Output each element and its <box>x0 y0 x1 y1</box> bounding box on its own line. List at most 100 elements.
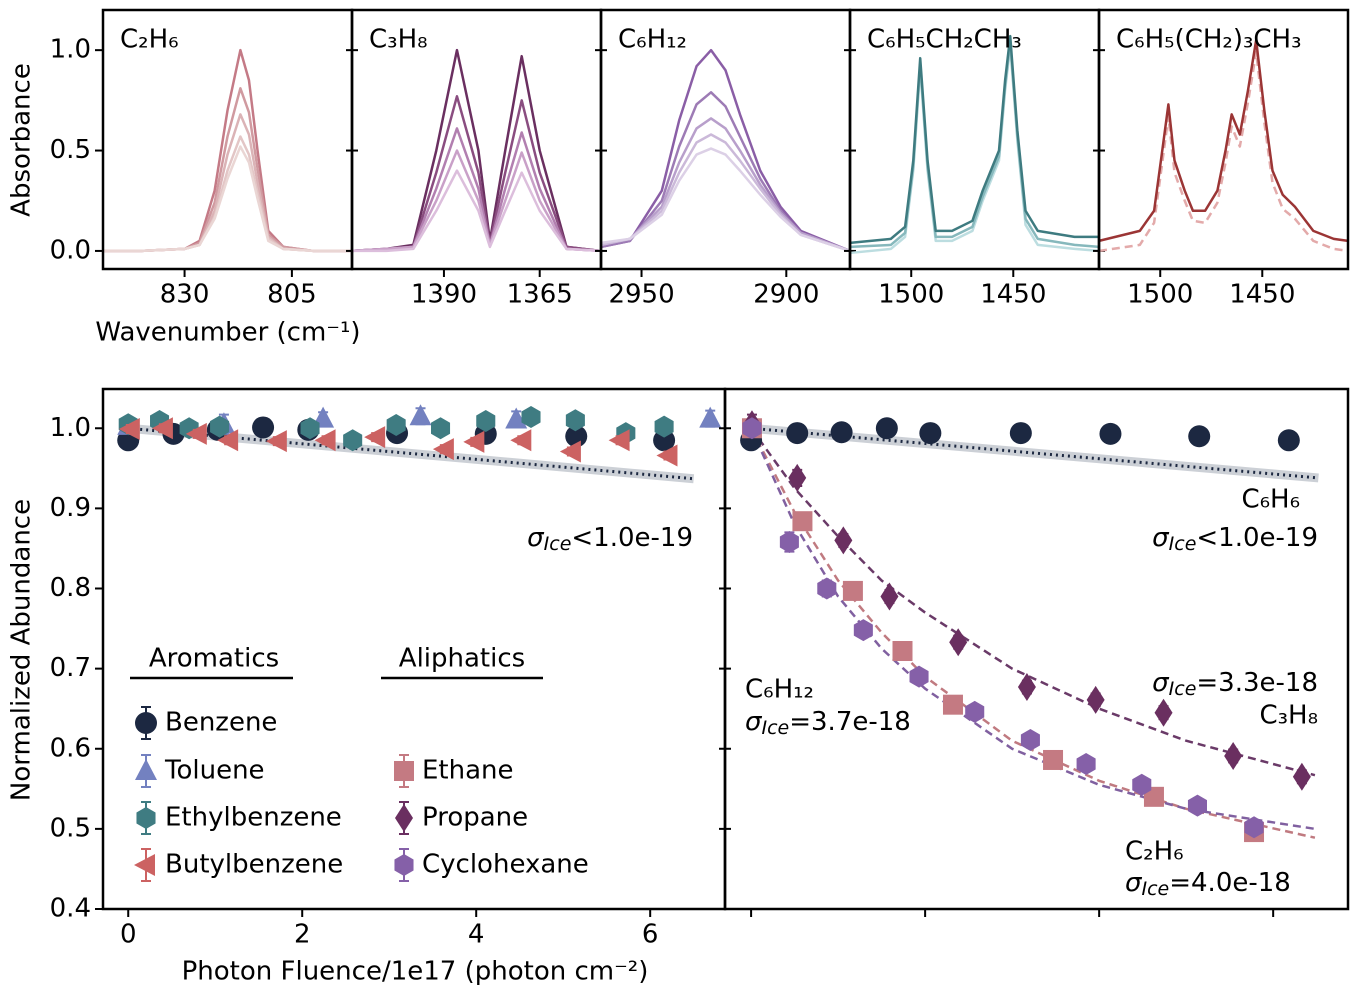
annotation-symbol: σ <box>1125 868 1143 898</box>
data-point <box>949 628 968 657</box>
panel-title: C₃H₈ <box>369 25 428 55</box>
annotation-text: =4.0e-18 <box>1169 868 1291 898</box>
y-axis-label: Absorbance <box>7 63 37 217</box>
data-point <box>510 429 532 452</box>
panel-title: C₆H₅CH₂CH₃ <box>867 25 1022 55</box>
data-point <box>565 425 588 448</box>
annotation-symbol: σ <box>527 523 545 553</box>
legend-label: Cyclohexane <box>422 850 589 880</box>
data-point <box>817 577 837 600</box>
annotation: C₃H₈ <box>1259 701 1318 731</box>
data-point <box>217 429 239 452</box>
x-tick-label: 4 <box>468 920 485 950</box>
data-point <box>1143 786 1164 807</box>
data-point <box>656 444 678 467</box>
spectrum-line <box>849 34 1099 245</box>
y-tick-label: 1.0 <box>50 413 91 443</box>
data-point <box>1292 762 1311 791</box>
data-point <box>151 417 173 440</box>
data-point <box>1099 422 1122 445</box>
legend-marker <box>394 761 414 781</box>
legend-marker <box>134 854 155 876</box>
data-point <box>1277 429 1300 452</box>
data-point <box>521 406 541 429</box>
x-tick-label: 2900 <box>753 280 819 310</box>
x-axis-label: Photon Fluence/1e17 (photon cm⁻²) <box>182 957 649 987</box>
legend-label: Butylbenzene <box>165 850 343 880</box>
legend-title: Aromatics <box>149 644 279 674</box>
data-point <box>1188 425 1211 448</box>
data-point <box>1154 698 1173 727</box>
data-point <box>185 422 207 445</box>
data-point <box>909 665 929 688</box>
data-point <box>842 580 863 601</box>
data-point <box>476 410 496 433</box>
data-point <box>463 430 485 453</box>
data-point <box>654 415 674 438</box>
annotation-subscript: Ice <box>1141 878 1169 900</box>
data-point <box>386 414 406 437</box>
data-point <box>1020 728 1040 751</box>
annotation-symbol: σ <box>745 707 763 737</box>
fit-line <box>749 427 1316 831</box>
spectrum-line <box>351 149 602 253</box>
spectrum-line <box>600 117 851 253</box>
data-point <box>252 416 275 439</box>
legend-label: Toluene <box>164 756 265 786</box>
annotation: σIce<1.0e-19 <box>1152 523 1318 555</box>
y-tick-label: 0.5 <box>50 813 91 843</box>
spectrum-line <box>1098 50 1349 253</box>
data-point <box>830 421 853 444</box>
axes-frame <box>723 387 1350 911</box>
data-point <box>779 531 799 554</box>
data-point <box>699 406 722 428</box>
x-tick-label: 0 <box>120 920 137 950</box>
data-point <box>853 619 873 642</box>
data-point <box>1187 794 1207 817</box>
y-tick-label: 0.7 <box>50 653 91 683</box>
legend-label: Propane <box>422 803 528 833</box>
x-tick-label: 2950 <box>608 280 674 310</box>
data-point <box>1132 773 1152 796</box>
annotation-text: <1.0e-19 <box>1196 523 1318 553</box>
x-axis-label: Wavenumber (cm⁻¹) <box>95 318 360 348</box>
annotation: σIce=4.0e-18 <box>1125 868 1291 900</box>
x-tick-label: 830 <box>160 280 210 310</box>
spectrum-line <box>351 95 602 253</box>
spectrum-line <box>351 48 602 253</box>
data-point <box>409 404 432 426</box>
legend-marker <box>394 854 414 876</box>
y-tick-label: 0.4 <box>50 894 91 924</box>
data-point <box>1009 422 1032 445</box>
data-point <box>364 426 386 449</box>
data-point <box>880 582 899 611</box>
data-point <box>1224 741 1243 770</box>
x-tick-label: 2 <box>294 920 311 950</box>
data-point <box>834 526 853 555</box>
spectrum-line <box>103 145 352 253</box>
data-point <box>505 407 528 429</box>
annotation-subscript: Ice <box>544 533 572 555</box>
data-point <box>608 429 630 452</box>
x-tick-label: 1390 <box>411 280 477 310</box>
axes-frame <box>1097 8 1350 271</box>
annotation-subscript: Ice <box>1169 533 1197 555</box>
spectrum-line <box>600 147 851 253</box>
data-point <box>1076 752 1096 775</box>
x-tick-label: 805 <box>267 280 317 310</box>
data-point <box>1086 685 1105 714</box>
data-point <box>432 438 454 461</box>
data-point <box>965 700 985 723</box>
legend-marker <box>135 759 157 780</box>
y-tick-label: 0.6 <box>50 733 91 763</box>
data-point <box>919 422 942 445</box>
y-tick-label: 1.0 <box>50 35 91 65</box>
annotation: σIce=3.3e-18 <box>1152 668 1318 700</box>
legend-label: Ethylbenzene <box>165 803 342 833</box>
x-tick-label: 1450 <box>1229 280 1295 310</box>
legend-label: Ethane <box>422 756 514 786</box>
x-tick-label: 1450 <box>980 280 1046 310</box>
x-tick-label: 1500 <box>878 280 944 310</box>
data-point <box>118 418 140 441</box>
